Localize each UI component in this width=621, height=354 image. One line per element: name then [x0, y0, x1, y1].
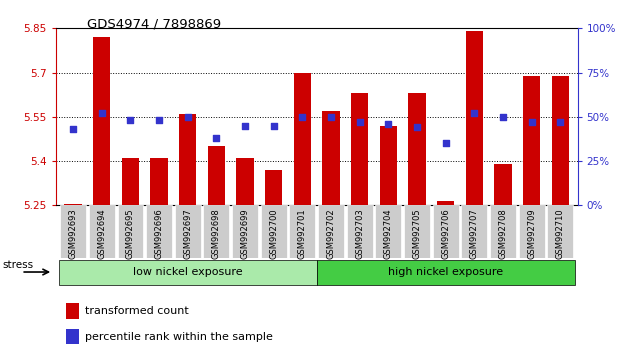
Text: GSM992701: GSM992701 — [298, 208, 307, 259]
FancyBboxPatch shape — [232, 205, 258, 258]
Bar — [93, 37, 111, 205]
Bar — [65, 204, 82, 205]
FancyBboxPatch shape — [490, 205, 516, 258]
Bar — [208, 146, 225, 205]
FancyBboxPatch shape — [175, 205, 201, 258]
FancyBboxPatch shape — [117, 205, 143, 258]
FancyBboxPatch shape — [317, 260, 574, 285]
Text: GSM992706: GSM992706 — [441, 208, 450, 259]
Text: stress: stress — [3, 261, 34, 270]
Bar — [380, 126, 397, 205]
Point — [154, 118, 164, 123]
Point — [527, 119, 537, 125]
Bar — [494, 164, 512, 205]
Bar — [66, 329, 79, 344]
Text: GSM992694: GSM992694 — [97, 208, 106, 259]
Bar — [294, 73, 311, 205]
Text: low nickel exposure: low nickel exposure — [133, 267, 243, 277]
Point — [555, 119, 565, 125]
Text: GSM992703: GSM992703 — [355, 208, 364, 259]
FancyBboxPatch shape — [347, 205, 373, 258]
FancyBboxPatch shape — [146, 205, 172, 258]
Bar — [179, 114, 196, 205]
FancyBboxPatch shape — [404, 205, 430, 258]
Bar — [237, 158, 253, 205]
Text: GSM992697: GSM992697 — [183, 208, 193, 259]
Bar — [265, 170, 283, 205]
FancyBboxPatch shape — [376, 205, 401, 258]
Point — [125, 118, 135, 123]
Text: GSM992699: GSM992699 — [240, 208, 250, 259]
Text: GSM992708: GSM992708 — [499, 208, 507, 259]
FancyBboxPatch shape — [433, 205, 458, 258]
Bar — [437, 201, 455, 205]
Text: GSM992702: GSM992702 — [327, 208, 335, 259]
FancyBboxPatch shape — [519, 205, 545, 258]
Point — [211, 135, 221, 141]
Bar — [466, 31, 483, 205]
Point — [240, 123, 250, 129]
Text: GSM992704: GSM992704 — [384, 208, 393, 259]
FancyBboxPatch shape — [59, 260, 317, 285]
Point — [183, 114, 193, 120]
Text: GSM992707: GSM992707 — [470, 208, 479, 259]
Point — [97, 110, 107, 116]
FancyBboxPatch shape — [461, 205, 487, 258]
Bar — [551, 75, 569, 205]
Text: GSM992695: GSM992695 — [126, 208, 135, 259]
Text: high nickel exposure: high nickel exposure — [388, 267, 503, 277]
Bar — [409, 93, 425, 205]
Bar — [351, 93, 368, 205]
Point — [441, 141, 451, 146]
Point — [383, 121, 393, 127]
FancyBboxPatch shape — [89, 205, 115, 258]
Point — [326, 114, 336, 120]
Text: GSM992698: GSM992698 — [212, 208, 221, 259]
FancyBboxPatch shape — [548, 205, 573, 258]
Point — [68, 126, 78, 132]
FancyBboxPatch shape — [289, 205, 315, 258]
Text: GSM992710: GSM992710 — [556, 208, 565, 259]
Text: transformed count: transformed count — [84, 306, 188, 316]
Bar — [66, 303, 79, 319]
Point — [269, 123, 279, 129]
Point — [498, 114, 508, 120]
Text: GSM992700: GSM992700 — [270, 208, 278, 259]
Text: GSM992693: GSM992693 — [68, 208, 78, 259]
Bar — [122, 158, 139, 205]
FancyBboxPatch shape — [261, 205, 287, 258]
Text: GSM992696: GSM992696 — [155, 208, 163, 259]
Bar — [523, 75, 540, 205]
FancyBboxPatch shape — [204, 205, 229, 258]
Point — [297, 114, 307, 120]
Text: percentile rank within the sample: percentile rank within the sample — [84, 332, 273, 342]
FancyBboxPatch shape — [60, 205, 86, 258]
Bar — [150, 158, 168, 205]
Text: GSM992705: GSM992705 — [412, 208, 422, 259]
Text: GDS4974 / 7898869: GDS4974 / 7898869 — [87, 18, 221, 31]
Bar — [322, 111, 340, 205]
FancyBboxPatch shape — [318, 205, 344, 258]
Point — [355, 119, 365, 125]
Point — [469, 110, 479, 116]
Text: GSM992709: GSM992709 — [527, 208, 536, 259]
Point — [412, 125, 422, 130]
